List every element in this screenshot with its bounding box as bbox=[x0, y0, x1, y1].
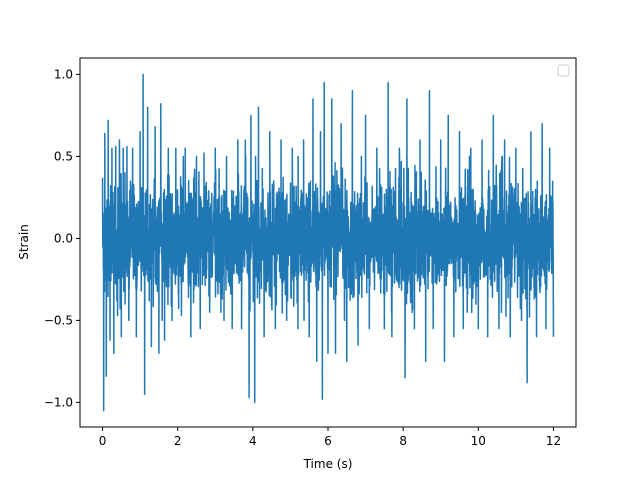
x-tick-label: 4 bbox=[249, 434, 257, 448]
y-tick-label: 0.0 bbox=[54, 231, 73, 245]
strain-series-line bbox=[101, 73, 555, 412]
y-axis: −1.0 −0.5 0.0 0.5 1.0 bbox=[44, 67, 80, 409]
x-tick-label: 10 bbox=[471, 434, 486, 448]
y-tick-label: −0.5 bbox=[44, 313, 73, 327]
x-axis-label: Time (s) bbox=[303, 457, 353, 471]
x-tick-label: 2 bbox=[174, 434, 182, 448]
y-tick-label: 1.0 bbox=[54, 67, 73, 81]
y-tick-label: 0.5 bbox=[54, 149, 73, 163]
x-tick-label: 8 bbox=[399, 434, 407, 448]
y-axis-label: Strain bbox=[17, 224, 31, 260]
x-tick-label: 12 bbox=[546, 434, 561, 448]
x-tick-label: 6 bbox=[324, 434, 332, 448]
series-layer bbox=[101, 73, 555, 412]
y-tick-label: −1.0 bbox=[44, 395, 73, 409]
legend-box bbox=[557, 64, 570, 77]
x-tick-label: 0 bbox=[99, 434, 107, 448]
x-axis: 0 2 4 6 8 10 12 bbox=[99, 427, 561, 448]
